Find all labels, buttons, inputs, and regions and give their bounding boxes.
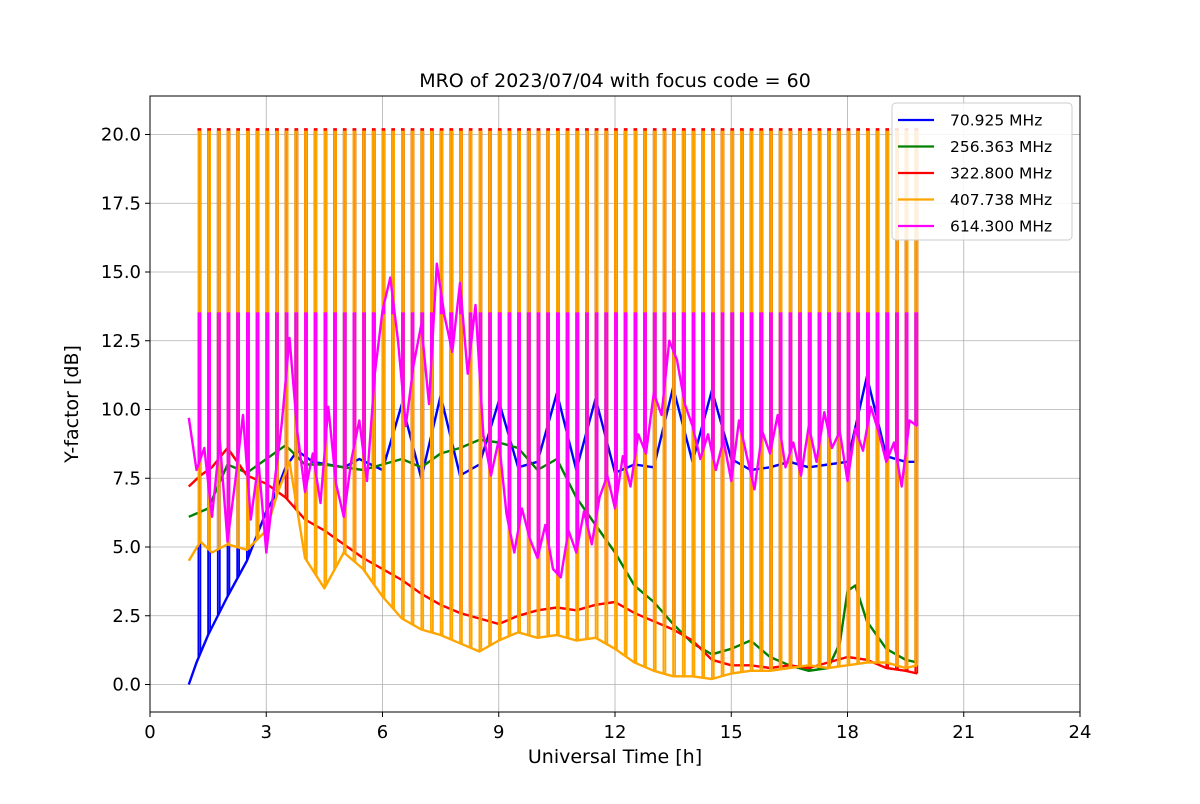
y-tick-label: 17.5: [101, 193, 141, 214]
y-tick-label: 20.0: [101, 125, 141, 146]
x-axis-label: Universal Time [h]: [528, 746, 702, 768]
legend-label: 614.300 MHz: [950, 218, 1052, 236]
y-axis-ticks: 0.0 2.5 5.0 7.5 10.0 12.5 15.0 17.5 20.0: [101, 125, 150, 696]
x-tick-label: 9: [493, 722, 504, 743]
y-tick-label: 10.0: [101, 400, 141, 421]
series-3: [187, 130, 919, 681]
series-4: [187, 262, 919, 579]
calibration-pulses: [197, 283, 919, 576]
series-layer: [187, 128, 919, 685]
x-tick-label: 15: [720, 722, 743, 743]
y-tick-label: 15.0: [101, 262, 141, 283]
calibration-pulses: [197, 128, 919, 674]
x-tick-label: 6: [377, 722, 388, 743]
y-tick-label: 0.0: [112, 675, 141, 696]
legend-label: 70.925 MHz: [950, 112, 1042, 130]
x-tick-label: 21: [952, 722, 975, 743]
y-tick-label: 7.5: [112, 468, 141, 489]
legend-label: 322.800 MHz: [950, 165, 1052, 183]
x-tick-label: 24: [1069, 722, 1092, 743]
calibration-pulses: [197, 130, 919, 679]
y-tick-label: 2.5: [112, 606, 141, 627]
x-axis-ticks: 0 3 6 9 12 15 18 21 24: [144, 712, 1091, 743]
legend: 70.925 MHz 256.363 MHz 322.800 MHz 407.738 …: [891, 102, 1073, 241]
x-tick-label: 0: [144, 722, 155, 743]
x-tick-label: 18: [836, 722, 859, 743]
x-tick-label: 3: [261, 722, 272, 743]
x-tick-label: 12: [604, 722, 627, 743]
series-line: [187, 262, 918, 579]
y-tick-label: 5.0: [112, 537, 141, 558]
y-tick-label: 12.5: [101, 331, 141, 352]
chart-title: MRO of 2023/07/04 with focus code = 60: [419, 70, 811, 92]
legend-label: 407.738 MHz: [950, 191, 1052, 209]
y-axis-label: Y-factor [dB]: [61, 345, 83, 464]
legend-box: [891, 102, 1073, 241]
legend-label: 256.363 MHz: [950, 138, 1052, 156]
